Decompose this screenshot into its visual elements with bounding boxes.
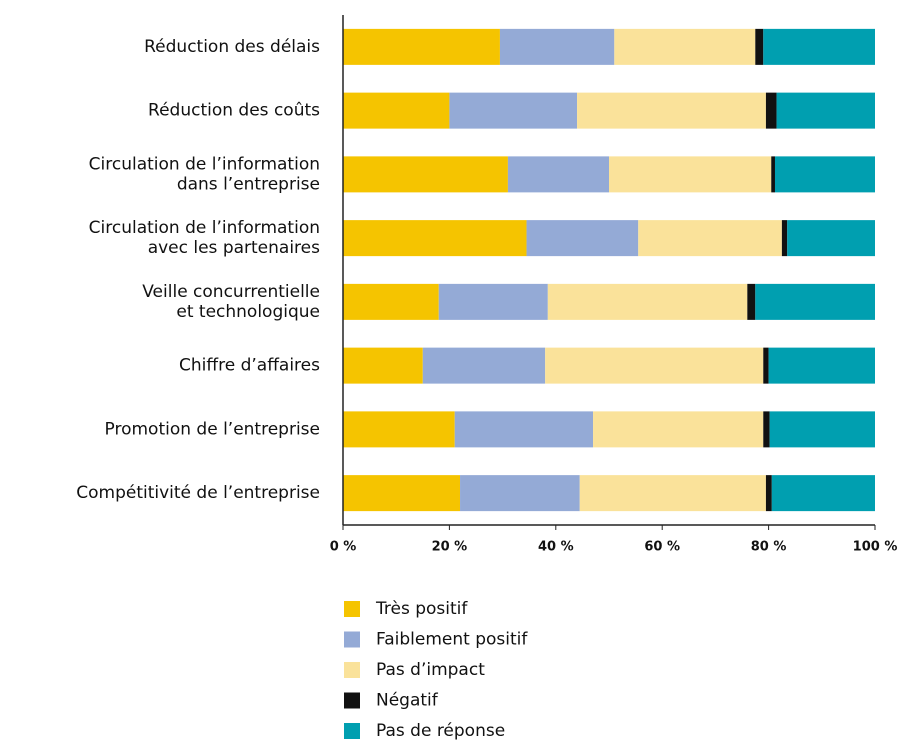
bar-segment: [343, 220, 527, 257]
bar-segment: [422, 347, 546, 384]
bar-segment: [771, 156, 775, 193]
legend-label: Pas de réponse: [376, 721, 505, 741]
x-tick-label: 20 %: [432, 540, 468, 555]
category-label: Chiffre d’affaires: [179, 356, 320, 376]
bar-segment: [763, 28, 875, 65]
bar-segment: [449, 92, 578, 129]
bar-segment: [438, 283, 548, 320]
bar-segment: [765, 475, 772, 512]
bar-segment: [763, 411, 770, 448]
bar-segment: [771, 475, 875, 512]
legend-swatch: [344, 723, 360, 739]
bar-segment: [755, 283, 875, 320]
legend-swatch: [344, 601, 360, 617]
x-tick-label: 80 %: [751, 540, 787, 555]
bar-segment: [545, 347, 764, 384]
bar-segment: [763, 347, 769, 384]
bar-segment: [547, 283, 748, 320]
bar-segment: [638, 220, 782, 257]
x-tick-label: 0 %: [330, 540, 357, 555]
bar-segment: [776, 92, 875, 129]
bar-segment: [343, 411, 455, 448]
bar-segment: [460, 475, 580, 512]
category-label: Réduction des coûts: [148, 101, 320, 121]
category-label: Compétitivité de l’entreprise: [76, 483, 320, 503]
category-label: Réduction des délais: [144, 37, 320, 57]
bar-segment: [343, 28, 500, 65]
bar-segment: [499, 28, 615, 65]
legend-label: Faiblement positif: [376, 630, 528, 650]
x-tick-label: 60 %: [644, 540, 680, 555]
bar-segment: [343, 475, 461, 512]
bar-segment: [787, 220, 875, 257]
bar-segment: [577, 92, 766, 129]
category-label: Promotion de l’entreprise: [105, 419, 320, 439]
legend-label: Négatif: [376, 691, 439, 711]
legend-swatch: [344, 692, 360, 709]
bar-segment: [769, 411, 875, 448]
category-label: Circulation de l’information avec les par…: [89, 218, 320, 258]
bar-segment: [454, 411, 594, 448]
category-label: Veille concurrentielle et technologique: [142, 282, 320, 322]
bar-segment: [614, 28, 756, 65]
bar-segment: [609, 156, 772, 193]
bar-segment: [747, 283, 756, 320]
bar-segment: [343, 156, 508, 193]
bar-segment: [755, 28, 764, 65]
x-tick-label: 100 %: [853, 540, 898, 555]
category-label: Circulation de l’information dans l’entre…: [89, 154, 320, 194]
legend-swatch: [344, 662, 360, 678]
bar-segment: [765, 92, 777, 129]
bar-segment: [343, 347, 423, 384]
bar-segment: [579, 475, 766, 512]
bar-segment: [781, 220, 788, 257]
bar-segment: [526, 220, 639, 257]
bar-segment: [768, 347, 875, 384]
legend-label: Très positif: [375, 599, 468, 619]
bar-segment: [593, 411, 764, 448]
bar-segment: [774, 156, 875, 193]
legend-label: Pas d’impact: [376, 660, 485, 680]
bar-segment: [343, 92, 450, 129]
bar-segment: [507, 156, 609, 193]
bar-segment: [343, 283, 439, 320]
legend-swatch: [344, 631, 360, 648]
x-tick-label: 40 %: [538, 540, 574, 555]
